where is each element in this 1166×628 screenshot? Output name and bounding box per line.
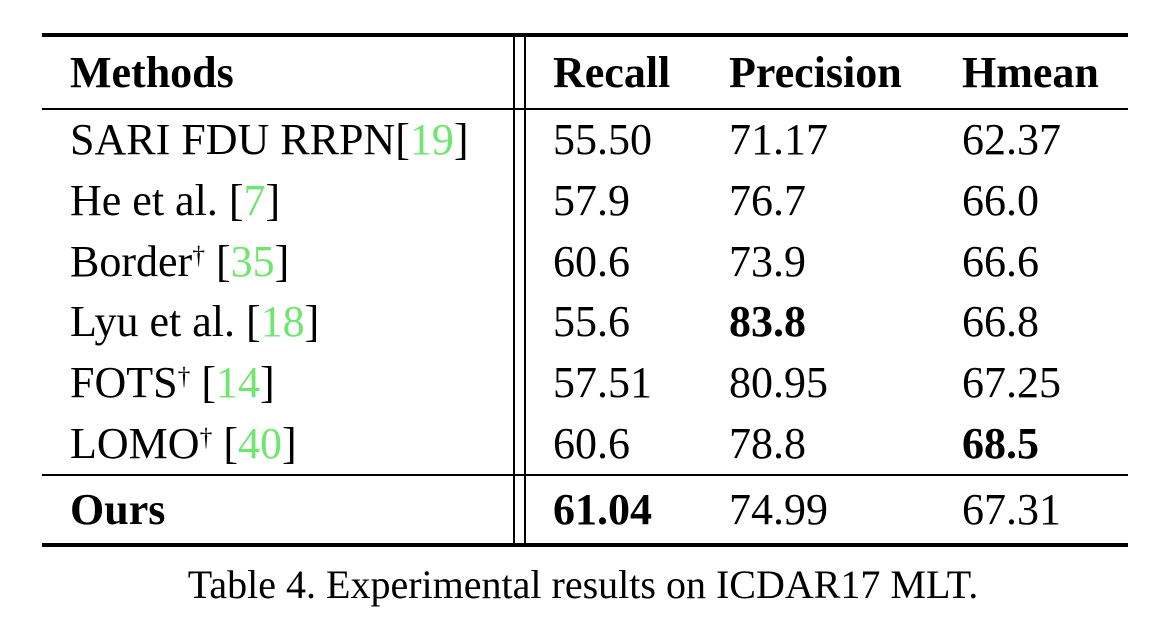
precision-cell: 80.95 [729, 358, 828, 408]
hmean-cell: 66.8 [962, 297, 1039, 347]
cite-close-bracket: ] [281, 418, 297, 468]
recall-cell: 57.51 [553, 358, 652, 408]
citation-link[interactable]: 40 [237, 418, 282, 468]
method-name: SARI FDU RRPN [70, 115, 396, 165]
cite-open-bracket: [ [245, 297, 261, 347]
hmean-cell: 66.6 [962, 236, 1039, 286]
cite-space [218, 176, 229, 225]
table-row: LOMO† [40] 60.6 78.8 68.5 [42, 413, 1128, 474]
hmean-cell: 67.25 [962, 358, 1061, 408]
precision-cell: 83.8 [729, 297, 806, 347]
recall-cell: 55.6 [553, 297, 630, 347]
cite-close-bracket: ] [260, 358, 275, 408]
cite-open-bracket: [ [223, 418, 238, 468]
column-header-recall: Recall [553, 47, 671, 97]
cite-close-bracket: ] [265, 176, 281, 225]
hmean-cell: 62.37 [962, 115, 1061, 165]
table-header-row: Methods Recall Precision Hmean [42, 37, 1128, 110]
method-cell: FOTS† [14] [42, 361, 510, 405]
precision-cell: 73.9 [729, 236, 806, 286]
method-cell: Ours [42, 484, 510, 534]
table-footer-row: Ours 61.04 74.99 67.31 [42, 474, 1128, 543]
hmean-cell: 66.0 [962, 176, 1039, 225]
citation-link[interactable]: 35 [230, 236, 275, 286]
precision-cell: 74.99 [729, 484, 828, 534]
column-header-precision: Precision [729, 47, 902, 97]
results-table: Methods Recall Precision Hmean SARI FDU … [42, 33, 1128, 547]
method-name: FOTS [70, 358, 178, 408]
cite-space [190, 358, 201, 407]
cite-close-bracket: ] [453, 115, 469, 165]
method-cell: SARI FDU RRPN[19] [42, 118, 510, 162]
table-row: FOTS† [14] 57.51 80.95 67.25 [42, 353, 1128, 414]
dagger-icon: † [177, 361, 191, 391]
table-caption: Table 4. Experimental results on ICDAR17… [187, 562, 979, 607]
citation-link[interactable]: 19 [409, 115, 454, 165]
hmean-cell: 68.5 [962, 418, 1039, 468]
recall-cell: 55.50 [553, 115, 652, 165]
recall-cell: 60.6 [553, 236, 630, 286]
method-cell: LOMO† [40] [42, 418, 510, 468]
recall-cell: 61.04 [553, 484, 652, 534]
precision-cell: 78.8 [729, 418, 806, 468]
cite-close-bracket: ] [304, 297, 320, 347]
cite-close-bracket: ] [274, 236, 290, 286]
method-name: He et al. [70, 176, 218, 225]
cite-space [212, 419, 223, 468]
method-name: Border [70, 236, 193, 286]
column-header-hmean: Hmean [962, 47, 1099, 97]
table-body: SARI FDU RRPN[19] 55.50 71.17 62.37 He e… [42, 110, 1128, 474]
dagger-icon: † [192, 239, 205, 269]
citation-link[interactable]: 14 [216, 358, 261, 408]
method-cell: He et al. [7] [42, 179, 510, 223]
method-cell: Lyu et al. [18] [42, 300, 510, 344]
table-row: Lyu et al. [18] 55.6 83.8 66.8 [42, 292, 1128, 353]
method-name: Lyu et al. [70, 297, 235, 347]
cite-space [205, 237, 216, 286]
method-name: LOMO [70, 418, 200, 468]
citation-link[interactable]: 18 [260, 297, 305, 347]
dagger-icon: † [199, 421, 213, 451]
method-name: Ours [70, 484, 166, 534]
cite-open-bracket: [ [215, 236, 231, 286]
method-cell: Border† [35] [42, 236, 510, 286]
table-row: SARI FDU RRPN[19] 55.50 71.17 62.37 [42, 110, 1128, 171]
recall-cell: 60.6 [553, 418, 630, 468]
table-row: He et al. [7] 57.9 76.7 66.0 [42, 171, 1128, 232]
hmean-cell: 67.31 [962, 484, 1061, 534]
precision-cell: 71.17 [729, 115, 828, 165]
cite-open-bracket: [ [201, 358, 217, 408]
precision-cell: 76.7 [729, 176, 806, 225]
cite-space [235, 297, 246, 346]
cite-open-bracket: [ [228, 176, 244, 225]
citation-link[interactable]: 7 [243, 176, 266, 225]
table-row: Border† [35] 60.6 73.9 66.6 [42, 231, 1128, 292]
recall-cell: 57.9 [553, 176, 630, 225]
cite-open-bracket: [ [395, 115, 410, 165]
column-header-methods: Methods [70, 47, 234, 97]
